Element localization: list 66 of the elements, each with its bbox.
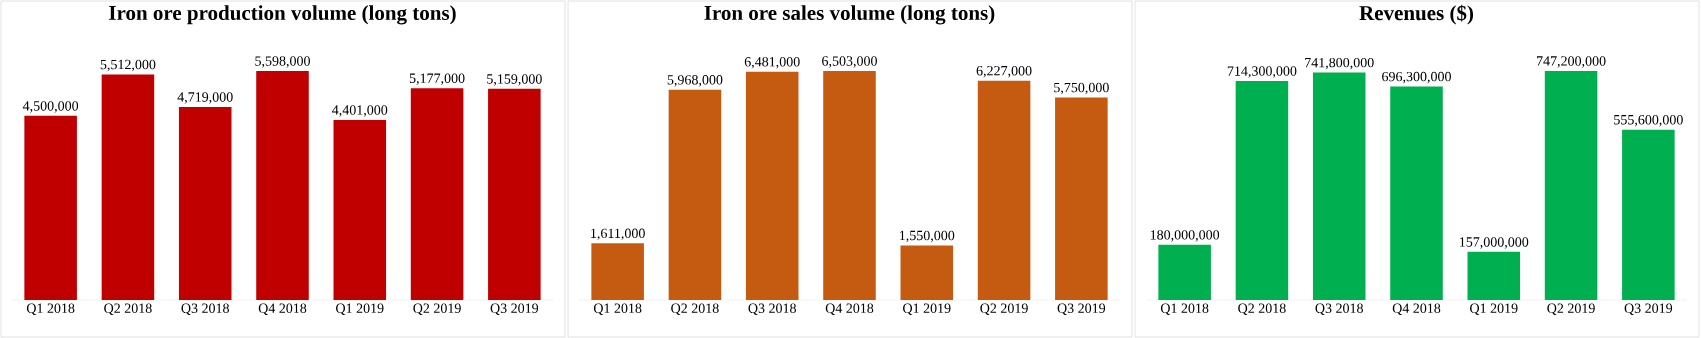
data-label: 5,598,000 — [255, 56, 310, 68]
data-label: 5,512,000 — [100, 59, 156, 72]
x-tick-label: Q3 2019 — [1624, 303, 1673, 316]
data-label: 4,500,000 — [22, 101, 79, 113]
data-label: 747,200,000 — [1537, 56, 1606, 68]
chart-title: Iron ore sales volume (long tons) — [704, 5, 995, 25]
data-label: 6,227,000 — [976, 65, 1032, 78]
x-tick-label: Q1 2018 — [26, 303, 75, 316]
bar — [1622, 129, 1675, 300]
bar — [745, 71, 799, 300]
x-tick-label: Q3 2019 — [1057, 303, 1106, 316]
x-tick-label: Q3 2019 — [490, 303, 539, 316]
data-label: 6,481,000 — [744, 57, 800, 69]
bar — [24, 115, 77, 300]
data-label: 5,177,000 — [409, 73, 465, 85]
data-label: 5,159,000 — [487, 74, 542, 86]
x-tick-label: Q2 2019 — [1547, 303, 1595, 316]
bar — [1312, 72, 1366, 300]
data-label: 6,503,000 — [822, 56, 877, 68]
x-tick-label: Q1 2019 — [1470, 303, 1518, 316]
x-tick-label: Q1 2019 — [903, 303, 951, 316]
data-label: 5,750,000 — [1054, 82, 1109, 95]
bar — [1467, 251, 1521, 300]
x-tick-label: Q1 2018 — [1160, 303, 1209, 316]
x-tick-label: Q1 2018 — [593, 303, 642, 316]
bar — [977, 80, 1031, 300]
x-tick-label: Q3 2018 — [181, 303, 229, 316]
bar — [668, 89, 722, 300]
chart-title: Revenues ($) — [1359, 4, 1474, 25]
data-label: 4,719,000 — [177, 92, 233, 104]
bar — [178, 106, 232, 300]
bar — [1158, 244, 1211, 300]
x-tick-label: Q2 2018 — [104, 303, 152, 316]
x-tick-label: Q2 2019 — [413, 303, 461, 316]
chart-title: Iron ore production volume (long tons) — [109, 5, 456, 25]
bar — [410, 88, 464, 300]
bar — [1235, 80, 1289, 300]
x-tick-label: Q4 2018 — [1392, 303, 1441, 316]
x-tick-label: Q2 2018 — [1238, 303, 1286, 316]
bar — [591, 243, 644, 300]
x-tick-label: Q4 2018 — [258, 303, 307, 316]
bar — [1390, 86, 1443, 300]
data-label: 741,800,000 — [1305, 57, 1374, 70]
x-tick-label: Q3 2018 — [1315, 303, 1363, 316]
bar — [488, 88, 541, 300]
x-tick-label: Q4 2018 — [825, 303, 874, 316]
bar — [101, 74, 155, 300]
data-label: 1,611,000 — [591, 228, 645, 241]
bar — [1055, 97, 1108, 300]
bar — [256, 70, 309, 300]
data-label: 714,300,000 — [1227, 66, 1297, 78]
bar — [900, 245, 954, 300]
data-label: 1,550,000 — [900, 230, 955, 243]
x-tick-label: Q1 2019 — [336, 303, 384, 316]
bar — [1544, 70, 1598, 300]
bar — [333, 119, 387, 300]
data-label: 180,000,000 — [1150, 230, 1220, 242]
data-label: 696,300,000 — [1382, 71, 1451, 84]
bar — [823, 70, 876, 300]
x-tick-label: Q2 2018 — [671, 303, 719, 316]
data-label: 555,600,000 — [1614, 114, 1683, 127]
data-label: 157,000,000 — [1460, 237, 1529, 249]
data-label: 5,968,000 — [667, 75, 723, 87]
x-tick-label: Q2 2019 — [980, 303, 1028, 316]
data-label: 4,401,000 — [332, 105, 388, 117]
x-tick-label: Q3 2018 — [748, 303, 796, 316]
